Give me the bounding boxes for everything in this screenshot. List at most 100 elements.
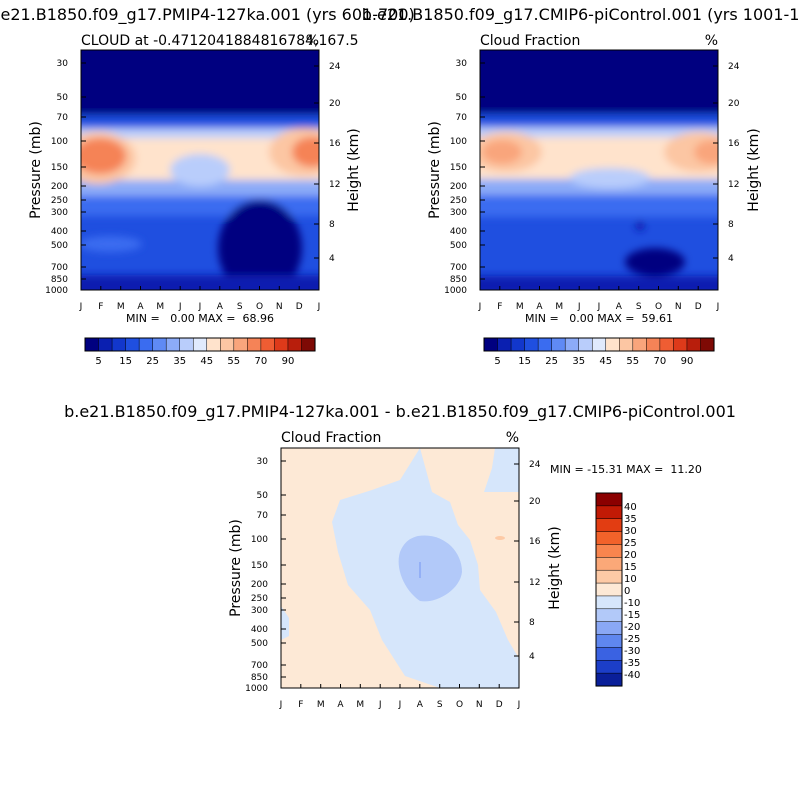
month-label: J <box>317 302 321 312</box>
x-month-ticks: J F M A M J J A S O N D J <box>79 286 321 312</box>
month-label: J <box>577 302 581 312</box>
colorbar-swatch <box>206 337 221 352</box>
colorbar-label: 25 <box>146 356 159 367</box>
y-axis-label-right: Height (km) <box>346 128 362 211</box>
colorbar-label: 10 <box>624 574 637 585</box>
tick-label: 300 <box>450 208 467 218</box>
month-label: M <box>356 700 364 710</box>
plot-field <box>480 50 718 290</box>
stats-text: MIN = -15.31 MAX = 11.20 <box>550 463 702 476</box>
field-positive-speck <box>495 536 505 540</box>
colorbar: 5 15 25 35 45 55 70 90 <box>84 337 316 367</box>
colorbar-label: -30 <box>624 646 640 657</box>
field-negative-topright <box>484 448 519 492</box>
tick-label: 4 <box>329 254 335 264</box>
tick-label: 4 <box>728 254 734 264</box>
colorbar-swatches <box>84 337 316 352</box>
tick-label: 850 <box>51 275 68 285</box>
y-left-ticks <box>281 460 286 689</box>
field-blob-left-hot <box>482 140 522 164</box>
field-lower-left-light <box>81 236 142 252</box>
colorbar-label: 45 <box>200 356 213 367</box>
x-month-ticks: J F M A M J J A S O N D J <box>478 286 719 312</box>
tick-label: 24 <box>329 62 341 72</box>
month-label: N <box>476 700 483 710</box>
colorbar-label: 70 <box>654 356 667 367</box>
tick-label: 250 <box>51 196 68 206</box>
tick-label: 100 <box>251 535 268 545</box>
colorbar-label: 30 <box>624 526 637 537</box>
tick-label: 30 <box>456 59 468 69</box>
colorbar-swatch <box>605 337 620 352</box>
colorbar-swatch <box>595 492 623 507</box>
month-label: D <box>496 700 503 710</box>
y-left-ticks <box>480 62 485 291</box>
colorbar-swatch <box>483 337 499 352</box>
panel-title: b.e21.B1850.f09_g17.PMIP4-127ka.001 - b.… <box>64 402 736 422</box>
tick-label: 400 <box>450 227 467 237</box>
colorbar-swatch <box>646 337 661 352</box>
tick-label: 8 <box>529 618 535 628</box>
month-label: O <box>655 302 662 312</box>
month-label: S <box>437 700 443 710</box>
tick-label: 400 <box>51 227 68 237</box>
colorbar-swatch <box>591 337 607 352</box>
y-axis-label: Pressure (mb) <box>228 519 244 617</box>
colorbar-swatch <box>673 337 688 352</box>
tick-label: 200 <box>51 182 68 192</box>
colorbar-label: 45 <box>599 356 612 367</box>
field-blob-right-hot <box>694 140 718 164</box>
month-label: S <box>636 302 642 312</box>
tick-label: 16 <box>329 139 341 149</box>
y-pressure-ticks: 30 50 70 100 150 200 250 300 400 500 700… <box>444 59 485 296</box>
tick-label: 50 <box>257 491 269 501</box>
colorbar-swatch <box>524 337 539 352</box>
tick-label: 16 <box>728 139 740 149</box>
tick-label: 1000 <box>444 286 467 296</box>
month-label: J <box>378 700 382 710</box>
colorbar-swatch <box>700 337 715 352</box>
field-lower-dark <box>625 248 685 276</box>
colorbar-frame <box>483 337 715 352</box>
tick-label: 24 <box>728 62 740 72</box>
panel-pmip4: b.e21.B1850.f09_g17.PMIP4-127ka.001 (yrs… <box>0 5 415 367</box>
month-label: J <box>398 700 402 710</box>
tick-label: 850 <box>251 673 268 683</box>
tick-label: 24 <box>529 460 541 470</box>
tick-label: 70 <box>456 113 468 123</box>
month-label: A <box>217 302 224 312</box>
colorbar-swatch <box>301 337 316 352</box>
month-label: D <box>296 302 303 312</box>
colorbar-swatch <box>578 337 593 352</box>
y-axis-label-right: Height (km) <box>746 128 762 211</box>
tick-label: 700 <box>251 661 268 671</box>
field-upper-dark <box>81 50 319 128</box>
field-negative-core <box>398 535 462 602</box>
colorbar-swatch <box>595 621 623 636</box>
month-label: N <box>675 302 682 312</box>
month-label: A <box>417 700 424 710</box>
colorbar-label: -35 <box>624 658 640 669</box>
month-label: A <box>536 302 543 312</box>
colorbar-swatch <box>233 337 248 352</box>
colorbar-swatch <box>138 337 154 352</box>
tick-label: 150 <box>251 561 268 571</box>
month-label: M <box>156 302 164 312</box>
tick-label: 4 <box>529 652 535 662</box>
colorbar-swatch <box>595 660 623 674</box>
colorbar-frame <box>84 337 316 352</box>
month-label: F <box>98 302 103 312</box>
colorbar-swatch <box>98 337 113 352</box>
tick-label: 500 <box>251 639 268 649</box>
colorbar-label: 90 <box>681 356 694 367</box>
colorbar-swatch <box>220 337 235 352</box>
colorbar-swatch <box>659 337 674 352</box>
colorbar-swatch <box>84 337 100 352</box>
tick-label: 850 <box>450 275 467 285</box>
panel-subtitle-right: % <box>705 33 718 49</box>
month-label: A <box>337 700 344 710</box>
colorbar-label: 35 <box>572 356 585 367</box>
month-label: J <box>279 700 283 710</box>
tick-label: 700 <box>450 263 467 273</box>
colorbar-swatch <box>595 569 623 584</box>
